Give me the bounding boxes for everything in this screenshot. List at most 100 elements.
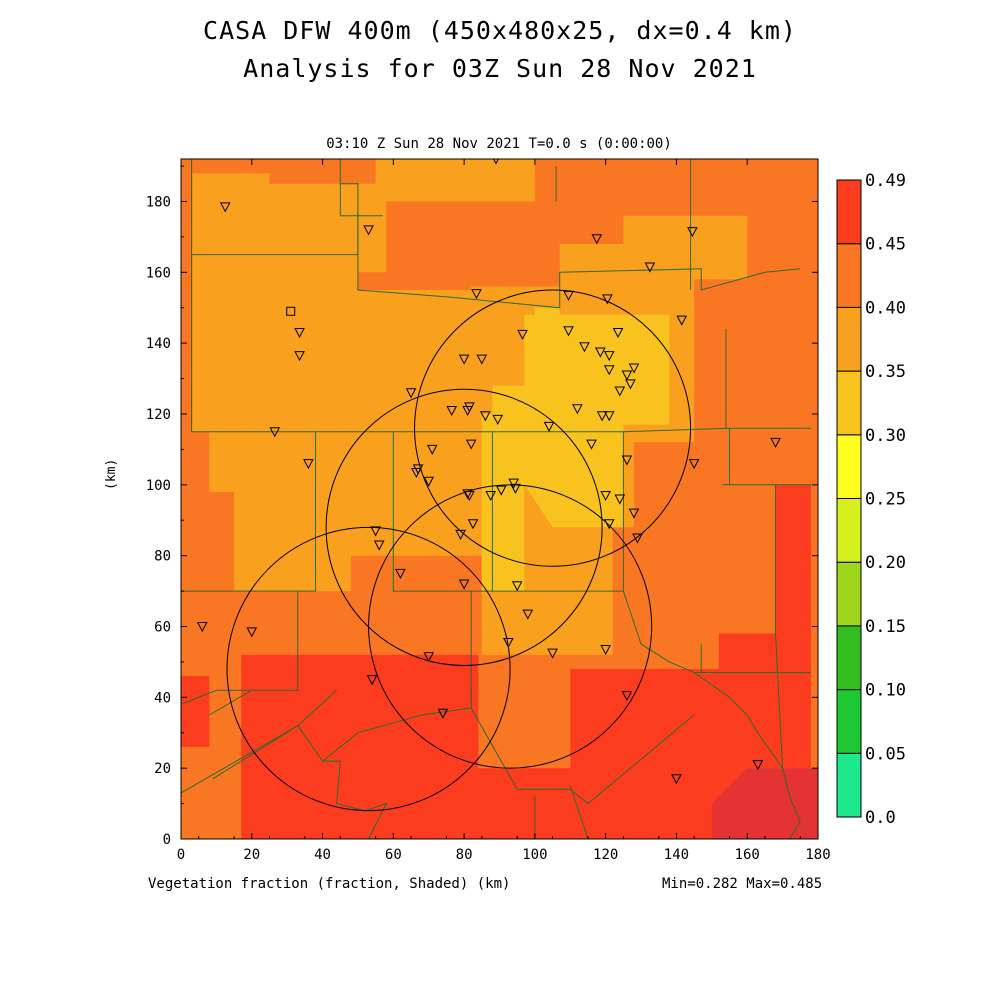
axes: 0 20 40 60 80 100 120 140 160 180 0 20 40 60 80 100 120 1… [146, 159, 831, 863]
colorbar-swatch [836, 243, 862, 308]
station-marker [508, 478, 519, 489]
station-marker [471, 289, 482, 300]
station-marker [676, 315, 688, 326]
station-marker [492, 414, 504, 425]
colorbar-label: 0.35 [865, 362, 906, 382]
variable-label: Vegetation fraction (fraction, Shaded) (… [148, 876, 511, 892]
x-tick-label: 180 [805, 847, 830, 863]
shaded-region-2 [181, 676, 210, 747]
county-line-22 [470, 707, 695, 805]
colorbar-label: 0.25 [865, 490, 906, 510]
colorbar-swatch [836, 498, 862, 563]
station-marker [495, 485, 507, 496]
station-marker [603, 411, 615, 422]
colorbar-swatch [836, 370, 862, 436]
station-marker [621, 455, 633, 466]
station-marker [511, 581, 523, 592]
station-marker [572, 404, 583, 415]
colorbar-swatch [836, 179, 862, 245]
radar-range-rings [226, 289, 692, 812]
y-tick-label: 100 [146, 478, 171, 494]
station-marker [600, 645, 611, 656]
county-line-6 [339, 159, 383, 217]
station-marker [373, 540, 385, 551]
station-marker [603, 351, 615, 362]
county-line-8 [392, 431, 624, 592]
y-tick-label: 80 [154, 549, 171, 565]
colorbar-label: 0.10 [865, 681, 906, 701]
y-tick-label: 20 [154, 761, 171, 777]
site-square-marker [286, 306, 296, 316]
station-marker [628, 508, 640, 519]
county-line-26 [693, 672, 801, 839]
colorbar-swatch [836, 625, 862, 691]
station-marker [465, 439, 477, 450]
colorbar-swatch [836, 561, 862, 627]
x-tick-label: 140 [664, 847, 689, 863]
station-marker [464, 402, 475, 413]
station-marker [632, 533, 643, 544]
station-marker [595, 347, 606, 358]
county-line-17 [181, 591, 299, 705]
station-marker [543, 421, 555, 432]
y-tick-label: 160 [146, 265, 171, 281]
shaded-region-7 [534, 307, 560, 326]
station-marker [423, 476, 435, 487]
radar-ring-2 [368, 484, 653, 769]
station-marker [455, 529, 466, 540]
x-tick-label: 60 [385, 847, 402, 863]
x-tick-label: 100 [522, 847, 547, 863]
colorbar-label: 0.40 [865, 298, 906, 318]
station-marker [603, 519, 615, 530]
colorbar-label: 0.05 [865, 744, 906, 764]
station-marker [687, 227, 698, 238]
station-marker [395, 568, 406, 579]
station-marker [644, 262, 656, 273]
y-tick-label: 180 [146, 195, 171, 211]
station-markers [196, 159, 781, 785]
y-tick-label: 0 [163, 832, 171, 848]
chart-title: CASA DFW 400m (450x480x25, dx=0.4 km) [203, 16, 797, 45]
station-marker [517, 329, 528, 340]
station-marker [405, 388, 417, 399]
colorbar-label: 0.45 [865, 235, 906, 255]
colorbar-label: 0.20 [865, 553, 906, 573]
station-marker [458, 579, 470, 590]
county-line-20 [212, 725, 388, 839]
colorbar: 0.0 0.05 0.10 0.15 0.20 0.25 0.30 0.35 0.40 0.45 0… [836, 171, 906, 828]
county-line-7 [315, 427, 811, 433]
station-marker [621, 370, 633, 381]
radar-ring-1 [325, 388, 603, 666]
station-marker [579, 342, 590, 353]
station-marker [603, 365, 615, 376]
station-marker [586, 439, 597, 450]
colorbar-label: 0.15 [865, 617, 906, 637]
station-marker [602, 294, 613, 305]
station-marker [752, 760, 764, 771]
station-marker [411, 467, 422, 479]
station-marker [303, 459, 314, 470]
station-marker [621, 691, 633, 702]
county-line-0 [181, 159, 316, 592]
station-marker [503, 637, 514, 649]
station-marker [423, 652, 435, 663]
x-tick-label: 0 [177, 847, 185, 863]
station-marker [770, 437, 781, 448]
station-marker [625, 379, 636, 390]
y-tick-label: 120 [146, 407, 171, 423]
station-marker [671, 774, 682, 785]
shaded-region-3 [711, 768, 818, 839]
colorbar-swatch [836, 306, 862, 372]
station-marker [446, 405, 458, 417]
county-line-14 [622, 590, 811, 673]
station-marker [246, 627, 258, 638]
station-marker [426, 444, 438, 455]
station-marker [485, 490, 496, 502]
shaded-field [181, 159, 818, 839]
shaded-region-1 [241, 484, 811, 839]
radar-ring-3 [226, 526, 511, 812]
colorbar-label: 0.0 [865, 808, 896, 828]
station-marker [614, 494, 626, 505]
